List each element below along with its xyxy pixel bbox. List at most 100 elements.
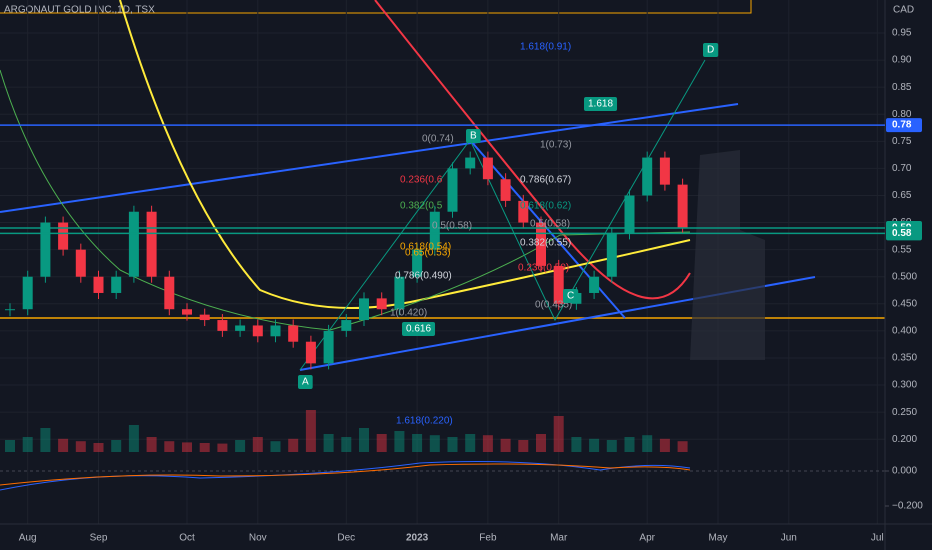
volume-bar xyxy=(199,443,210,452)
x-tick-label: Nov xyxy=(249,533,267,544)
volume-bar xyxy=(589,438,600,452)
candle-body xyxy=(606,233,617,277)
candle-body xyxy=(536,222,546,266)
candle-body xyxy=(412,249,423,277)
annotation-badge xyxy=(298,375,313,389)
x-tick-label: 2023 xyxy=(406,533,429,544)
candle-body xyxy=(447,168,458,212)
y-tick-label: 0.350 xyxy=(892,353,917,364)
volume-bar xyxy=(412,434,423,452)
y-tick-label: 0.400 xyxy=(892,326,917,337)
volume-bar xyxy=(40,428,51,452)
candle-body xyxy=(518,200,529,223)
candle-body xyxy=(182,309,192,315)
annotation: 0(0.74) xyxy=(422,134,454,145)
candle-body xyxy=(482,157,493,180)
volume-bar xyxy=(270,441,281,452)
volume-bar xyxy=(288,438,299,452)
annotation: 0.618(0.62) xyxy=(520,201,571,212)
annotation: 0.236(0.6 xyxy=(400,175,443,186)
trend-line xyxy=(469,139,626,319)
x-tick-label: Aug xyxy=(19,533,37,544)
volume-bar xyxy=(394,431,405,452)
y-tick-label: 0.65 xyxy=(892,190,912,201)
candle-body xyxy=(164,276,175,310)
volume-bar xyxy=(482,435,493,452)
candle-body xyxy=(659,157,670,185)
chart-title: ARGONAUT GOLD INC.,1D, TSX xyxy=(4,5,155,16)
annotation: 0.236(0.50) xyxy=(518,263,569,274)
volume-bar xyxy=(553,416,564,452)
candle-body xyxy=(465,157,476,169)
volume-bar xyxy=(128,425,139,452)
x-tick-label: Feb xyxy=(479,533,497,544)
candle-body xyxy=(429,211,440,250)
y2-tick-label: −0.200 xyxy=(892,501,923,512)
volume-bar xyxy=(606,440,617,452)
candle-body xyxy=(589,276,600,293)
zone-box xyxy=(0,0,752,14)
y-tick-label: 0.70 xyxy=(892,163,912,174)
annotation: 1.618(0.220) xyxy=(396,416,453,427)
x-tick-label: Oct xyxy=(179,533,195,544)
x-tick-label: May xyxy=(709,533,728,544)
y-tick-label: 0.300 xyxy=(892,380,917,391)
x-tick-label: Jun xyxy=(781,533,797,544)
x-tick-label: Jul xyxy=(871,533,884,544)
candle-body xyxy=(394,276,405,310)
annotation: 0.382(0.5 xyxy=(400,201,443,212)
candle-body xyxy=(500,179,511,201)
annotation-badge xyxy=(563,289,579,303)
x-tick-label: Apr xyxy=(639,533,655,544)
volume-bar xyxy=(182,442,192,452)
volume-bar xyxy=(146,437,157,452)
y-tick-label: 0.250 xyxy=(892,407,917,418)
candle-body xyxy=(252,325,263,337)
candle-body xyxy=(677,184,688,228)
volume-bar xyxy=(323,434,334,452)
candle-body xyxy=(146,211,157,277)
candle-body xyxy=(217,320,228,331)
y-tick-label: 0.95 xyxy=(892,28,912,39)
annotation: 0.618(0.54) xyxy=(400,242,451,253)
price-tag-label: 0.78 xyxy=(892,120,912,131)
price-tag-label: 0.58 xyxy=(892,228,912,239)
candle-body xyxy=(58,222,69,250)
candle-body xyxy=(553,265,564,304)
annotation: B xyxy=(470,131,477,142)
volume-bar xyxy=(429,435,440,452)
candle-body xyxy=(75,249,86,277)
y-tick-label: 0.450 xyxy=(892,298,917,309)
x-tick-label: Mar xyxy=(550,533,568,544)
candle-body xyxy=(305,341,316,364)
annotation: 0.616 xyxy=(406,324,431,335)
volume-bar xyxy=(518,440,529,452)
candle-body xyxy=(5,309,15,311)
annotation-badge xyxy=(703,43,719,57)
annotation: 0.382(0.55) xyxy=(520,238,571,249)
x-tick-label: Dec xyxy=(337,533,355,544)
candle-body xyxy=(341,320,352,331)
candle-body xyxy=(235,325,246,331)
trend-line xyxy=(0,103,739,213)
y-tick-label: 0.55 xyxy=(892,244,912,255)
price-tag xyxy=(886,118,922,133)
volume-bar xyxy=(447,437,458,452)
volume-bar xyxy=(341,437,352,452)
candle-body xyxy=(199,314,210,321)
candle-body xyxy=(22,276,33,310)
annotation-badge xyxy=(402,322,436,336)
volume-bar xyxy=(465,434,476,452)
moving-average xyxy=(0,69,691,331)
price-tag xyxy=(886,226,922,241)
volume-bar xyxy=(217,443,228,452)
annotation: D xyxy=(707,45,714,56)
y-tick-label: 0.200 xyxy=(892,434,917,445)
candle-body xyxy=(323,330,334,364)
volume-bar xyxy=(75,441,86,452)
candle-body xyxy=(40,222,51,277)
candle-body xyxy=(270,325,281,337)
